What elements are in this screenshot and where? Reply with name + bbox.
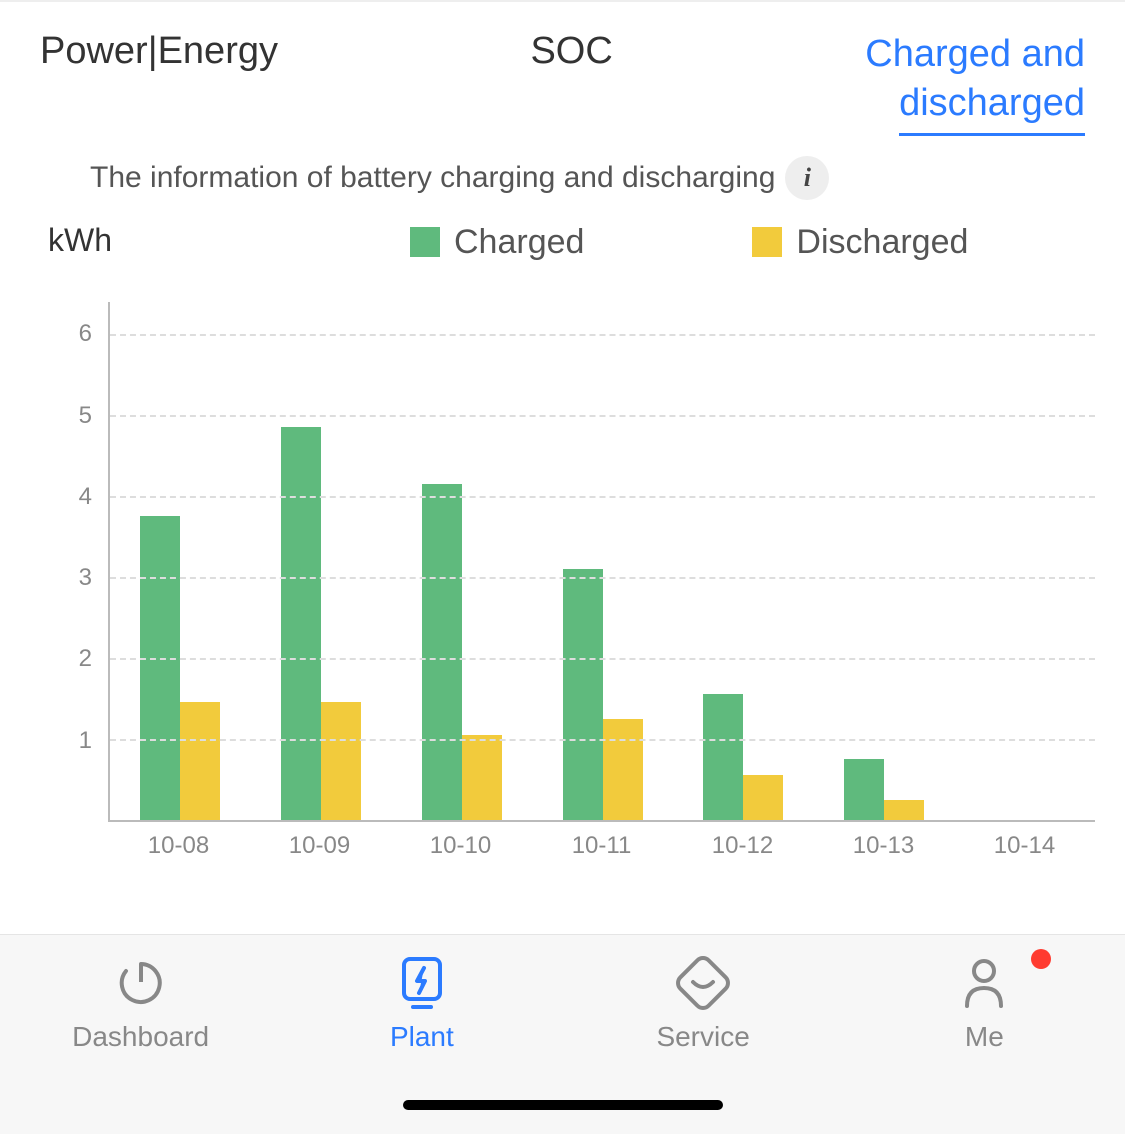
bar-group [954,302,1095,820]
notification-badge-icon [1031,949,1051,969]
y-tick-label: 3 [79,564,92,592]
x-tick-label: 10-09 [249,832,390,860]
x-axis: 10-0810-0910-1010-1110-1210-1310-14 [108,822,1095,860]
chart-area: kWh Charged Discharged 123456 10-0810-09… [0,222,1125,822]
y-tick-label: 2 [79,645,92,673]
bar[interactable] [422,484,462,820]
x-tick: 10-14 [954,822,1095,860]
y-tick-label: 5 [79,402,92,430]
tabbar-label-me: Me [965,1021,1004,1053]
subtitle-text: The information of battery charging and … [90,161,775,195]
user-icon [956,955,1012,1011]
y-tick-label: 1 [79,727,92,755]
x-tick: 10-09 [249,822,390,860]
bar[interactable] [603,719,643,820]
bar[interactable] [884,800,924,820]
chart-frame: 123456 10-0810-0910-1010-1110-1210-1310-… [60,302,1095,822]
bar[interactable] [844,759,884,820]
bar[interactable] [462,735,502,820]
legend-swatch-discharged [752,227,782,257]
dashboard-icon [113,955,169,1011]
bar[interactable] [743,775,783,820]
bar-group [814,302,955,820]
top-tabs: Power|Energy SOC Charged and discharged [0,2,1125,156]
legend-item-charged[interactable]: Charged [410,223,584,262]
gridline [110,658,1095,660]
gridline [110,496,1095,498]
x-tick-label: 10-14 [954,832,1095,860]
tab-label-line2: discharged [899,79,1085,135]
gridline [110,334,1095,336]
bar-group [110,302,251,820]
x-tick: 10-10 [390,822,531,860]
bar-group [673,302,814,820]
tab-soc[interactable]: SOC [530,30,612,73]
y-axis: 1 2 3 4 5 6 [60,302,100,822]
bar[interactable] [703,694,743,819]
gridline [110,415,1095,417]
subtitle-row: The information of battery charging and … [0,156,1125,222]
tabbar-label-dashboard: Dashboard [72,1021,209,1053]
x-tick: 10-08 [108,822,249,860]
x-tick-label: 10-10 [390,832,531,860]
x-tick-label: 10-11 [531,832,672,860]
tabbar-item-me[interactable]: Me [844,935,1125,1134]
x-tick: 10-12 [672,822,813,860]
info-icon[interactable]: i [785,156,829,200]
tabbar-label-service: Service [656,1021,749,1053]
plant-icon [394,955,450,1011]
y-tick-label: 6 [79,320,92,348]
x-tick-label: 10-12 [672,832,813,860]
x-tick: 10-13 [813,822,954,860]
main-content: Power|Energy SOC Charged and discharged … [0,0,1125,934]
service-icon [675,955,731,1011]
chart-plot [108,302,1095,822]
x-tick-label: 10-13 [813,832,954,860]
tab-power-energy[interactable]: Power|Energy [40,30,278,73]
x-tick: 10-11 [531,822,672,860]
bar[interactable] [180,702,220,819]
legend-label-discharged: Discharged [796,223,968,262]
tab-charged-discharged[interactable]: Charged and discharged [865,30,1085,136]
bar[interactable] [321,702,361,819]
gridline [110,739,1095,741]
legend-item-discharged[interactable]: Discharged [752,223,968,262]
x-tick-label: 10-08 [108,832,249,860]
legend-swatch-charged [410,227,440,257]
gridline [110,577,1095,579]
bar-group [532,302,673,820]
bar[interactable] [140,516,180,820]
bottom-tabbar: Dashboard Plant Service Me [0,934,1125,1134]
tabbar-label-plant: Plant [390,1021,454,1053]
bar-group [251,302,392,820]
legend-label-charged: Charged [454,223,584,262]
tab-label-line1: Charged and [865,30,1085,79]
bar[interactable] [563,569,603,820]
tabbar-item-dashboard[interactable]: Dashboard [0,935,281,1134]
home-indicator[interactable] [403,1100,723,1110]
bar[interactable] [281,427,321,820]
bars-layer [110,302,1095,820]
chart-legend: Charged Discharged [410,223,1095,262]
bar-group [391,302,532,820]
y-tick-label: 4 [79,483,92,511]
